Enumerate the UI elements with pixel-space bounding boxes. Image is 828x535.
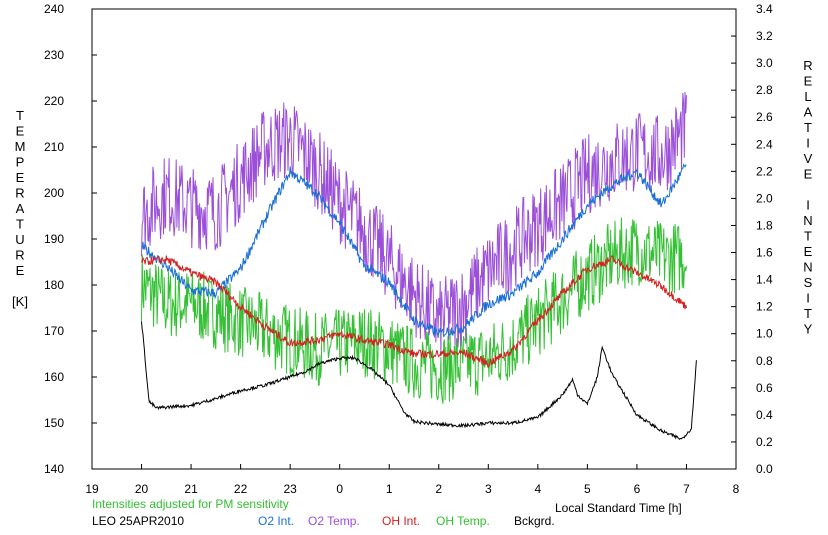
- x-tick-label: 21: [184, 482, 198, 496]
- right-tick-label: 0.6: [756, 381, 773, 395]
- left-axis-label-char: R: [15, 186, 24, 201]
- x-tick-label: 19: [85, 482, 99, 496]
- legend-entry: OH Temp.: [436, 514, 490, 528]
- right-axis-ticks: 0.0 0.2 0.4 0.6 0.8 1.0 1.2 1.4 1.6 1.8 2.0 2.2 2.4 2…: [731, 2, 773, 476]
- right-axis-label-char: Y: [804, 322, 813, 337]
- right-tick-label: 1.8: [756, 218, 773, 232]
- left-tick-label: 200: [44, 186, 64, 200]
- right-axis-label-char: L: [804, 89, 811, 104]
- legend: O2 Int. O2 Temp. OH Int. OH Temp. Bckgrd.: [258, 514, 555, 528]
- right-axis-label-char: T: [804, 229, 812, 244]
- left-axis-label-char: T: [16, 217, 24, 232]
- x-tick-label: 1: [386, 482, 393, 496]
- left-axis-label-char: M: [15, 139, 26, 154]
- left-axis-label-char: [K]: [12, 294, 28, 309]
- right-tick-label: 3.2: [756, 29, 773, 43]
- x-tick-label: 7: [683, 482, 690, 496]
- left-tick-label: 230: [44, 48, 64, 62]
- site-date-label: LEO 25APR2010: [92, 514, 184, 528]
- left-tick-label: 240: [44, 2, 64, 16]
- right-axis-label-char: A: [804, 105, 813, 120]
- right-tick-label: 0.2: [756, 435, 773, 449]
- x-tick-label: 8: [733, 482, 740, 496]
- left-tick-label: 190: [44, 232, 64, 246]
- left-axis-label-char: U: [15, 232, 24, 247]
- left-axis-label-char: T: [16, 108, 24, 123]
- right-tick-label: 2.6: [756, 110, 773, 124]
- right-tick-label: 2.2: [756, 164, 773, 178]
- plot-frame: [92, 9, 736, 469]
- left-axis-label-char: A: [16, 201, 25, 216]
- left-tick-label: 140: [44, 462, 64, 476]
- right-tick-label: 1.4: [756, 273, 773, 287]
- right-tick-label: 2.4: [756, 137, 773, 151]
- x-tick-label: 20: [135, 482, 149, 496]
- right-tick-label: 3.0: [756, 56, 773, 70]
- right-axis-label-char: E: [804, 74, 813, 89]
- left-tick-label: 160: [44, 370, 64, 384]
- right-tick-label: 0.8: [756, 354, 773, 368]
- left-tick-label: 180: [44, 278, 64, 292]
- right-axis-label-char: S: [804, 275, 813, 290]
- right-tick-label: 1.0: [756, 327, 773, 341]
- x-tick-label: 23: [283, 482, 297, 496]
- right-tick-label: 0.4: [756, 408, 773, 422]
- x-tick-label: 5: [584, 482, 591, 496]
- x-axis-label: Local Standard Time [h]: [555, 501, 682, 515]
- series-line-oh-temp: [142, 218, 687, 404]
- right-axis-label-char: E: [804, 244, 813, 259]
- right-tick-label: 1.6: [756, 246, 773, 260]
- x-tick-label: 3: [485, 482, 492, 496]
- right-axis-label-char: N: [803, 260, 812, 275]
- left-tick-label: 150: [44, 416, 64, 430]
- left-axis-label-char: E: [16, 170, 25, 185]
- legend-entry: O2 Int.: [258, 514, 294, 528]
- right-axis-label-char: R: [803, 58, 812, 73]
- x-tick-label: 0: [336, 482, 343, 496]
- right-axis-label-char: V: [804, 151, 813, 166]
- x-tick-label: 6: [634, 482, 641, 496]
- legend-entry: OH Int.: [382, 514, 420, 528]
- left-axis-label-char: R: [15, 248, 24, 263]
- right-axis-label-char: I: [806, 198, 810, 213]
- legend-entry: Bckgrd.: [514, 514, 555, 528]
- legend-entry: O2 Temp.: [308, 514, 360, 528]
- left-tick-label: 170: [44, 324, 64, 338]
- left-tick-label: 220: [44, 94, 64, 108]
- left-axis-label-char: P: [16, 155, 25, 170]
- series-layer: [142, 92, 697, 439]
- right-tick-label: 2.0: [756, 191, 773, 205]
- right-tick-label: 2.8: [756, 83, 773, 97]
- sensitivity-note: Intensities adjusted for PM sensitivity: [92, 497, 289, 511]
- left-axis-label-char: E: [16, 263, 25, 278]
- x-tick-label: 4: [535, 482, 542, 496]
- right-axis-label-char: I: [806, 291, 810, 306]
- left-axis-ticks: 140 150 160 170 180 190 200 210 220 230 240: [44, 2, 97, 476]
- right-tick-label: 1.2: [756, 300, 773, 314]
- x-tick-label: 2: [435, 482, 442, 496]
- right-tick-label: 0.0: [756, 462, 773, 476]
- x-tick-label: 22: [234, 482, 248, 496]
- right-axis-label-char: T: [804, 120, 812, 135]
- right-axis-label-char: N: [803, 213, 812, 228]
- left-tick-label: 210: [44, 140, 64, 154]
- right-axis-label-char: I: [806, 136, 810, 151]
- right-axis-label-char: E: [804, 167, 813, 182]
- right-tick-label: 3.4: [756, 2, 773, 16]
- right-axis-label-char: T: [804, 306, 812, 321]
- left-axis-label-char: E: [16, 124, 25, 139]
